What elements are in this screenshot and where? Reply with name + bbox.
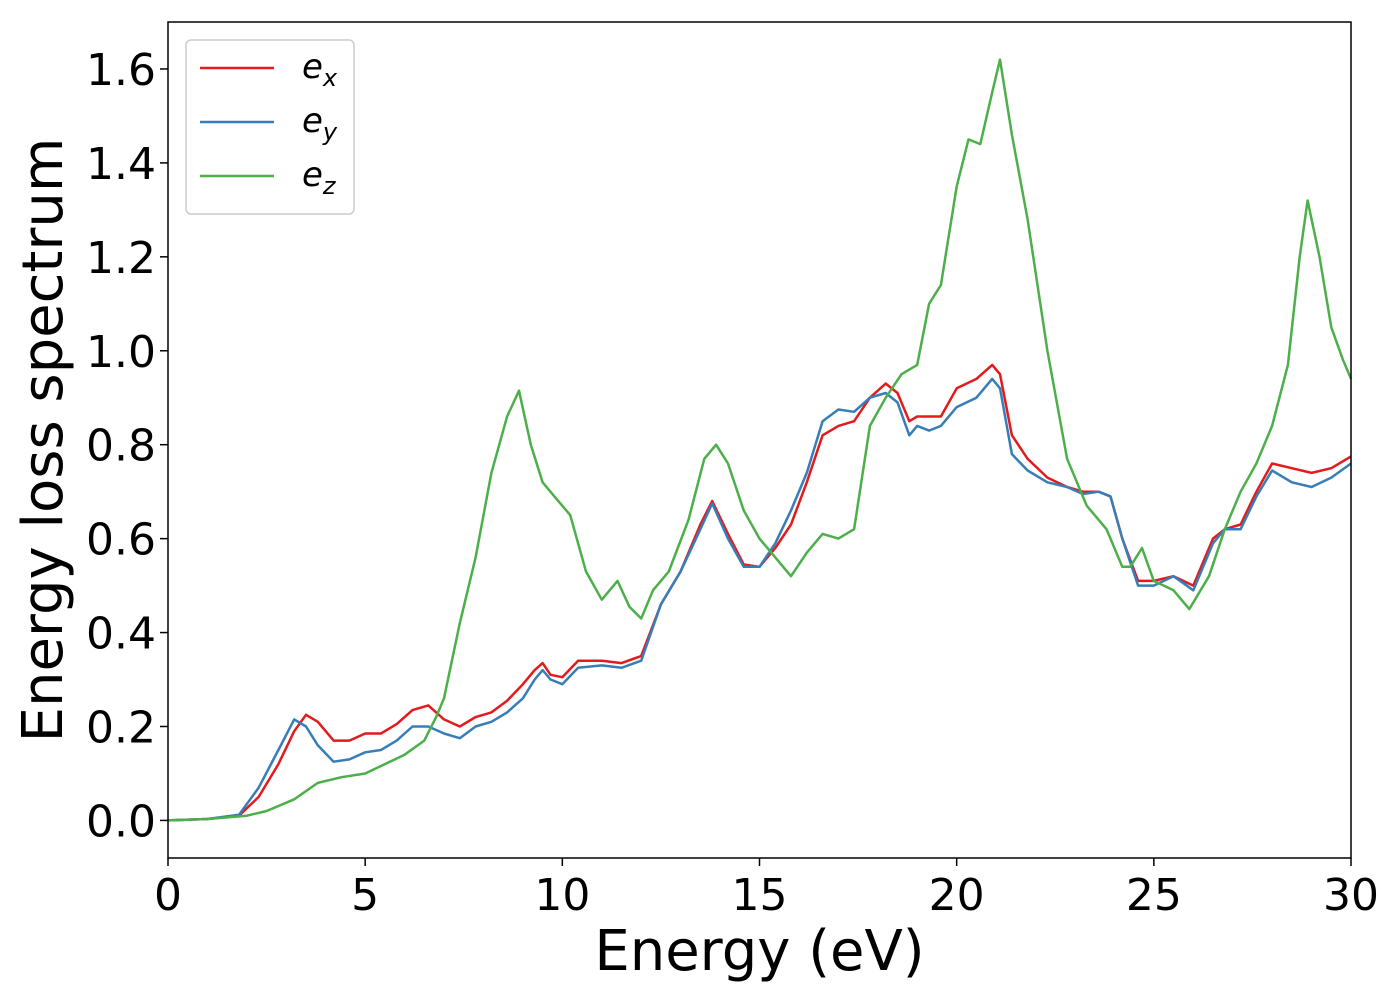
y-tick-label: 0.8: [86, 421, 156, 472]
y-tick-label: 0.6: [86, 515, 156, 566]
y-axis: 0.0 0.2 0.4 0.6 0.8 1.0 1.2 1.4 1.6: [86, 45, 168, 847]
y-tick-label: 1.0: [86, 327, 156, 378]
legend-label-subscript: z: [322, 172, 337, 200]
legend-label-base: e: [302, 155, 323, 195]
x-tick-label: 20: [929, 870, 985, 921]
y-axis-title: Energy loss spectrum: [11, 138, 76, 743]
legend-label-base: e: [302, 47, 323, 87]
y-tick-label: 0.4: [86, 609, 156, 660]
x-axis: 0 5 10 15 20 25 30: [154, 858, 1379, 921]
x-axis-title: Energy (eV): [594, 919, 924, 984]
y-tick-label: 0.2: [86, 702, 156, 753]
x-tick-label: 10: [534, 870, 590, 921]
y-tick-label: 0.0: [86, 796, 156, 847]
y-tick-label: 1.4: [86, 139, 156, 190]
x-tick-label: 5: [351, 870, 379, 921]
legend-label-subscript: x: [322, 64, 338, 92]
series-line-y: [167, 377, 1352, 822]
y-tick-label: 1.2: [86, 233, 156, 284]
series-layer: [167, 58, 1353, 822]
legend-label-x: ex: [302, 47, 338, 92]
legend-label-y: ey: [302, 101, 338, 146]
x-tick-label: 0: [154, 870, 182, 921]
x-tick-label: 25: [1126, 870, 1182, 921]
x-tick-label: 15: [732, 870, 788, 921]
legend-label-subscript: y: [322, 118, 338, 146]
legend-label-base: e: [302, 101, 323, 141]
legend-box: [185, 39, 355, 215]
y-tick-label: 1.6: [86, 45, 156, 96]
x-tick-label: 30: [1323, 870, 1379, 921]
legend-label-z: ez: [302, 155, 337, 200]
series-line-z: [167, 58, 1353, 822]
